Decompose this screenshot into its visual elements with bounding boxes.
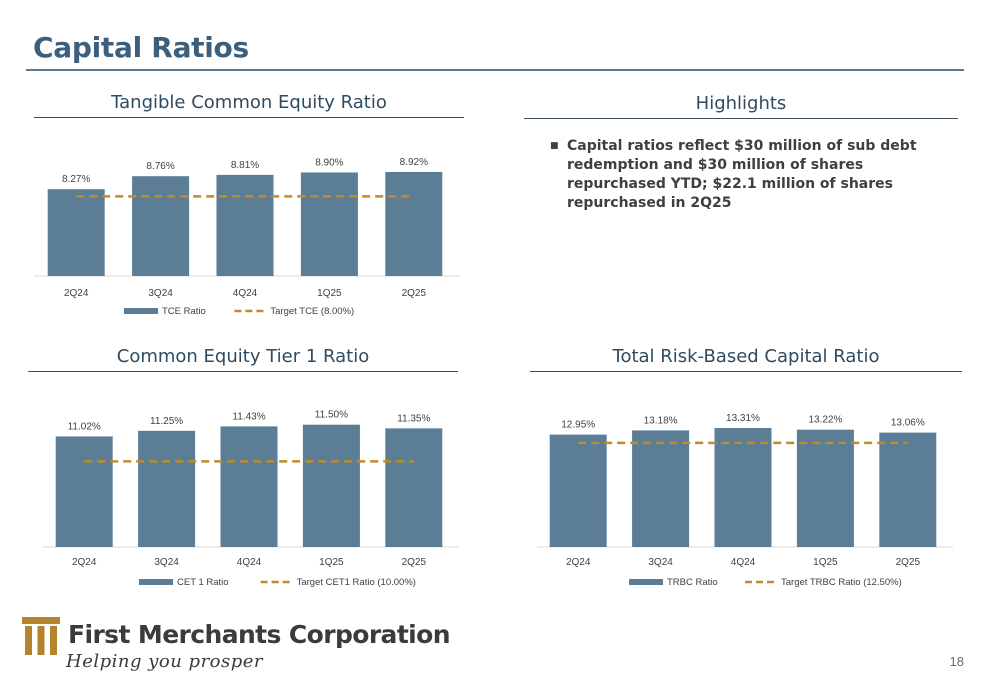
x-tick-label: 4Q24 xyxy=(731,557,756,568)
logo-mark-icon xyxy=(22,617,60,655)
bar-value-label: 11.35% xyxy=(397,413,430,424)
bar xyxy=(714,428,772,547)
bar xyxy=(302,424,360,547)
bar xyxy=(879,432,937,547)
cet1-chart-svg: 11.02% 2Q24 11.25% 3Q24 11.43% 4Q24 11.50% 1Q25… xyxy=(43,410,459,588)
legend-bar-swatch xyxy=(629,579,663,585)
trbc-chart-svg: 12.95% 2Q24 13.18% 3Q24 13.31% 4Q24 13.22% 1Q25… xyxy=(537,413,953,588)
bar xyxy=(47,189,105,276)
bar-value-label: 11.25% xyxy=(150,416,183,427)
bar xyxy=(300,172,358,276)
page-number: 18 xyxy=(949,654,964,669)
bar xyxy=(385,428,443,547)
bar-value-label: 13.18% xyxy=(644,415,678,426)
bar-value-label: 11.43% xyxy=(232,411,265,422)
highlights-list: ■ Capital ratios reflect $30 million of … xyxy=(550,137,950,213)
bar-value-label: 8.90% xyxy=(315,157,343,168)
bar-value-label: 8.92% xyxy=(400,157,428,168)
legend-bar-swatch xyxy=(139,579,173,585)
bar xyxy=(549,434,607,547)
bar-value-label: 8.81% xyxy=(231,160,259,171)
trbc-chart: 12.95% 2Q24 13.18% 3Q24 13.31% 4Q24 13.22% 1Q25… xyxy=(537,388,957,593)
page-title: Capital Ratios xyxy=(33,31,249,64)
square-bullet-icon: ■ xyxy=(550,141,559,151)
bar xyxy=(796,429,854,547)
tce-chart-svg: 8.27% 2Q24 8.76% 3Q24 8.81% 4Q24 8.90% 1Q25 8.92… xyxy=(34,157,460,317)
trbc-chart-title: Total Risk-Based Capital Ratio xyxy=(612,346,880,367)
cet1-title-rule xyxy=(28,371,458,372)
x-tick-label: 2Q25 xyxy=(896,557,921,568)
bar-value-label: 8.27% xyxy=(62,174,90,185)
x-tick-label: 3Q24 xyxy=(154,557,179,568)
bar-value-label: 11.02% xyxy=(68,421,101,432)
bar xyxy=(385,171,443,276)
cet1-chart: 11.02% 2Q24 11.25% 3Q24 11.43% 4Q24 11.50% 1Q25… xyxy=(43,388,463,593)
bar-value-label: 13.31% xyxy=(726,413,760,424)
cet1-chart-title: Common Equity Tier 1 Ratio xyxy=(116,346,370,367)
x-tick-label: 2Q24 xyxy=(72,557,97,568)
highlights-title-rule xyxy=(524,118,958,119)
bar-value-label: 12.95% xyxy=(561,420,595,431)
legend-target-label: Target TRBC Ratio (12.50%) xyxy=(781,577,902,588)
x-tick-label: 1Q25 xyxy=(319,557,344,568)
bar xyxy=(138,430,196,547)
x-tick-label: 2Q25 xyxy=(402,288,427,299)
company-logo: First Merchants Corporation Helping you … xyxy=(20,614,451,676)
x-tick-label: 4Q24 xyxy=(233,288,258,299)
title-divider xyxy=(26,69,964,71)
tce-chart: 8.27% 2Q24 8.76% 3Q24 8.81% 4Q24 8.90% 1Q25 8.92… xyxy=(34,130,464,325)
bar-value-label: 13.06% xyxy=(891,418,925,429)
bar-value-label: 8.76% xyxy=(146,161,174,172)
x-tick-label: 4Q24 xyxy=(237,557,262,568)
legend-target-label: Target TCE (8.00%) xyxy=(270,306,354,317)
x-tick-label: 3Q24 xyxy=(648,557,673,568)
x-tick-label: 2Q24 xyxy=(566,557,591,568)
x-tick-label: 2Q24 xyxy=(64,288,89,299)
bar xyxy=(632,430,690,547)
x-tick-label: 3Q24 xyxy=(148,288,173,299)
highlights-title: Highlights xyxy=(695,93,787,114)
highlight-item: ■ Capital ratios reflect $30 million of … xyxy=(550,137,950,213)
legend-series-label: TRBC Ratio xyxy=(667,577,718,588)
tce-title-rule xyxy=(34,117,464,118)
legend-series-label: CET 1 Ratio xyxy=(177,577,229,588)
tce-chart-title: Tangible Common Equity Ratio xyxy=(111,92,387,113)
x-tick-label: 1Q25 xyxy=(317,288,342,299)
bar-value-label: 13.22% xyxy=(808,415,842,426)
bar xyxy=(220,426,278,547)
legend-bar-swatch xyxy=(124,308,158,314)
bar xyxy=(55,436,113,547)
legend-series-label: TCE Ratio xyxy=(162,306,206,317)
trbc-title-rule xyxy=(530,371,962,372)
x-tick-label: 2Q25 xyxy=(402,557,427,568)
legend-target-label: Target CET1 Ratio (10.00%) xyxy=(297,577,416,588)
logo-company-name: First Merchants Corporation xyxy=(68,620,451,649)
bar xyxy=(132,176,190,276)
bar xyxy=(216,174,274,276)
bar-value-label: 11.50% xyxy=(315,410,348,421)
x-tick-label: 1Q25 xyxy=(813,557,838,568)
logo-tagline: Helping you prosper xyxy=(66,651,264,672)
highlight-text: Capital ratios reflect $30 million of su… xyxy=(567,138,917,211)
